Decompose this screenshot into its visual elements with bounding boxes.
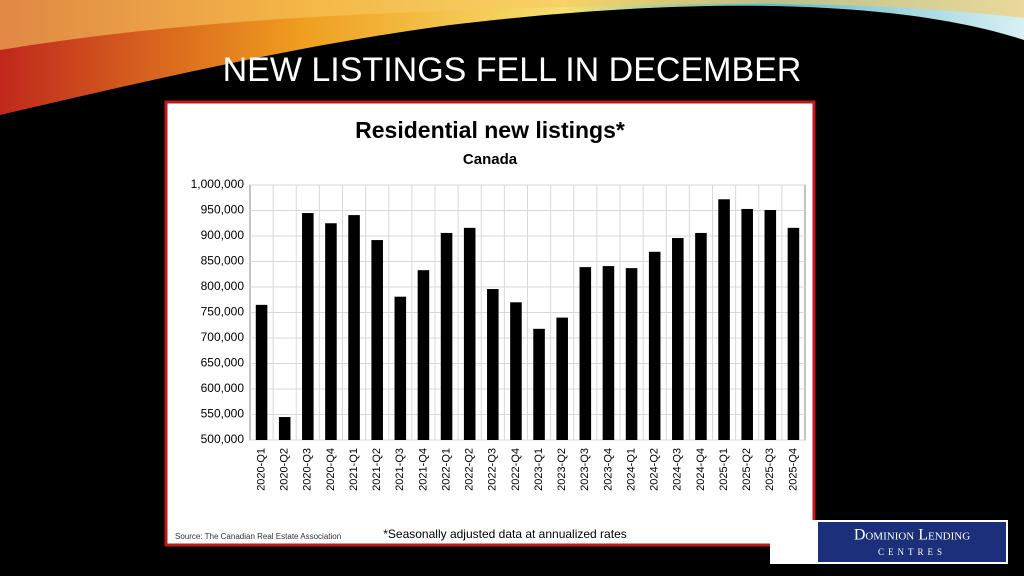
chart-title: Residential new listings* — [355, 117, 625, 143]
y-tick-label: 900,000 — [201, 228, 245, 242]
bar — [302, 213, 314, 440]
x-tick-label: 2022-Q2 — [464, 448, 476, 491]
x-tick-label: 2025-Q2 — [741, 448, 753, 491]
bar — [417, 270, 430, 440]
x-tick-label: 2023-Q2 — [556, 448, 568, 491]
bar — [278, 417, 291, 440]
bar — [556, 317, 568, 440]
logo: Dominion Lending CENTRES — [770, 520, 1008, 564]
y-tick-label: 500,000 — [201, 432, 245, 446]
source-note: Source: The Canadian Real Estate Associa… — [175, 532, 341, 541]
y-tick-label: 750,000 — [201, 305, 245, 319]
y-tick-label: 850,000 — [201, 254, 245, 268]
y-tick-label: 550,000 — [201, 407, 245, 421]
x-tick-label: 2024-Q2 — [649, 448, 661, 491]
x-tick-label: 2025-Q3 — [764, 448, 776, 491]
chart-subtitle: Canada — [463, 151, 518, 168]
bar — [787, 227, 800, 440]
slide-title: NEW LISTINGS FELL IN DECEMBER — [223, 51, 802, 89]
y-tick-label: 1,000,000 — [191, 177, 245, 191]
bar — [764, 209, 777, 440]
x-tick-label: 2021-Q3 — [394, 448, 406, 491]
x-tick-label: 2024-Q1 — [625, 448, 637, 491]
logo-banner — [818, 522, 1006, 562]
x-tick-label: 2022-Q3 — [487, 448, 499, 491]
x-tick-label: 2021-Q2 — [371, 448, 383, 491]
x-tick-label: 2021-Q4 — [417, 448, 429, 491]
x-tick-label: 2023-Q3 — [579, 448, 591, 491]
bar — [255, 304, 268, 440]
bar — [533, 328, 545, 440]
bar — [579, 267, 592, 440]
logo-line1: Dominion Lending — [854, 527, 970, 544]
bar — [394, 296, 407, 440]
bar — [602, 266, 615, 440]
bar — [440, 232, 453, 440]
x-tick-label: 2023-Q4 — [602, 448, 614, 491]
decor-swoosh-light — [0, 0, 1024, 50]
y-tick-label: 650,000 — [201, 356, 245, 370]
logo-line2: CENTRES — [878, 547, 946, 557]
y-tick-label: 950,000 — [201, 203, 245, 217]
bar — [371, 240, 383, 440]
x-tick-label: 2025-Q1 — [718, 448, 730, 491]
x-tick-label: 2022-Q1 — [440, 448, 452, 491]
bar — [741, 208, 753, 440]
x-tick-label: 2020-Q3 — [302, 448, 314, 491]
x-tick-label: 2020-Q2 — [279, 448, 291, 491]
x-tick-label: 2021-Q1 — [348, 448, 360, 491]
x-tick-label: 2020-Q4 — [325, 448, 337, 491]
bar — [510, 302, 522, 440]
bar — [672, 238, 684, 440]
x-tick-label: 2023-Q1 — [533, 448, 545, 491]
bar — [487, 289, 499, 440]
bar — [463, 227, 476, 440]
x-tick-label: 2024-Q3 — [672, 448, 684, 491]
decor-swoosh — [0, 0, 1024, 115]
bar — [648, 251, 661, 440]
x-tick-label: 2024-Q4 — [695, 448, 707, 491]
bar — [625, 268, 638, 440]
x-tick-label: 2020-Q1 — [255, 448, 267, 491]
footnote: *Seasonally adjusted data at annualized … — [383, 527, 627, 541]
bar — [718, 199, 730, 440]
bar — [348, 215, 360, 440]
y-tick-label: 700,000 — [201, 330, 245, 344]
x-tick-label: 2022-Q4 — [510, 448, 522, 491]
y-tick-label: 800,000 — [201, 279, 245, 293]
x-tick-label: 2025-Q4 — [787, 448, 799, 491]
bar — [325, 223, 337, 440]
y-tick-label: 600,000 — [201, 381, 245, 395]
bar — [695, 232, 707, 440]
